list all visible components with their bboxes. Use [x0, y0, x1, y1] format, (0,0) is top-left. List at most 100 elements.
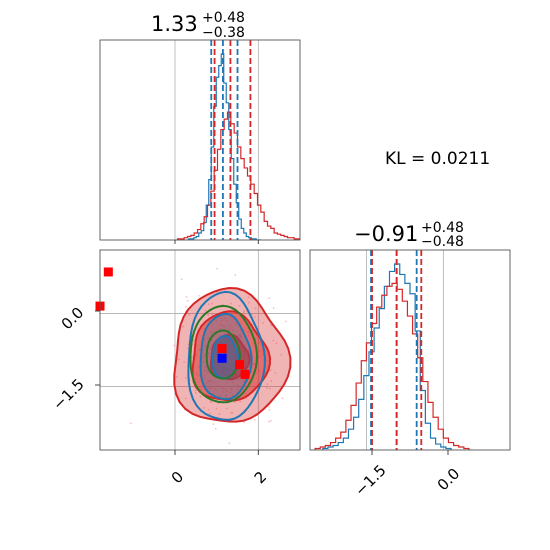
- scatter-point: [183, 361, 186, 363]
- scatter-point: [211, 313, 214, 316]
- marginal-y-title: −0.91: [354, 222, 418, 246]
- scatter-point: [184, 397, 187, 400]
- scatter-point: [280, 353, 283, 356]
- scatter-point: [268, 408, 271, 411]
- scatter-point: [199, 395, 202, 398]
- scatter-point: [234, 274, 237, 276]
- marker-point: [217, 344, 227, 354]
- marker-point: [217, 353, 227, 363]
- scatter-point: [185, 295, 188, 298]
- scatter-point: [173, 344, 176, 347]
- scatter-point: [214, 427, 217, 430]
- marginal-y-frame: [309, 249, 511, 451]
- scatter-point: [175, 375, 178, 378]
- scatter-point: [254, 307, 257, 310]
- marginal-x-quantile-lines: [210, 40, 252, 240]
- scatter-point: [266, 383, 269, 385]
- joint-x-tick-label: 2: [251, 468, 270, 487]
- scatter-point: [178, 358, 180, 361]
- scatter-point: [194, 391, 197, 394]
- scatter-point: [269, 369, 272, 372]
- scatter-point: [226, 407, 228, 410]
- marker-point: [103, 267, 113, 277]
- scatter-point: [233, 401, 235, 403]
- scatter-point: [275, 342, 278, 345]
- scatter-point: [191, 356, 194, 359]
- scatter-point: [243, 421, 246, 424]
- marginal-y-title-upper: +0.48: [421, 220, 464, 236]
- scatter-point: [268, 387, 271, 390]
- marginal-x-histograms: [176, 53, 300, 240]
- histogram-series: [176, 111, 300, 240]
- scatter-point: [182, 325, 184, 328]
- contour-level: [187, 290, 266, 421]
- scatter-point: [204, 309, 207, 312]
- scatter-point: [262, 322, 265, 324]
- scatter-point: [194, 389, 197, 392]
- scatter-point: [198, 294, 200, 297]
- marginal-y-title-lower: −0.48: [421, 234, 464, 250]
- scatter-point: [266, 386, 268, 389]
- marginal-x-grid: [174, 40, 259, 240]
- scatter-point: [185, 305, 187, 308]
- marker-point: [235, 360, 245, 370]
- marginal-y-quantile-lines: [370, 250, 423, 450]
- marginal-x-title-upper: +0.48: [202, 10, 245, 26]
- joint-y-tick-label: 0.0: [58, 304, 88, 334]
- scatter-point: [230, 412, 233, 414]
- scatter-point: [215, 407, 218, 410]
- scatter-point: [247, 301, 250, 304]
- scatter-point: [272, 307, 275, 310]
- scatter-point: [250, 313, 253, 316]
- scatter-point: [243, 310, 245, 313]
- scatter-point: [207, 303, 210, 306]
- marginal-x-title-lower: −0.38: [202, 25, 245, 41]
- scatter-point: [253, 316, 256, 318]
- scatter-point: [185, 376, 187, 379]
- joint-panel: 0 2 0.0 −1.5: [49, 249, 320, 487]
- scatter-point: [239, 400, 242, 403]
- scatter-point: [272, 339, 275, 342]
- scatter-point: [216, 267, 219, 270]
- marginal-x-frame: [99, 39, 301, 241]
- scatter-point: [301, 362, 303, 364]
- scatter-point: [206, 313, 209, 315]
- scatter-point: [188, 313, 190, 316]
- scatter-point: [166, 451, 168, 453]
- joint-y-tick-label: −1.5: [49, 375, 87, 413]
- marker-point: [240, 369, 250, 379]
- scatter-point: [211, 302, 213, 305]
- scatter-point: [202, 407, 205, 409]
- scatter-point: [238, 304, 241, 307]
- scatter-point: [212, 423, 215, 426]
- scatter-point: [247, 296, 250, 299]
- scatter-point: [281, 397, 284, 400]
- scatter-point: [268, 297, 271, 300]
- marginal-y-histograms: [314, 263, 470, 450]
- scatter-point: [270, 380, 273, 383]
- kl-divergence-label: KL = 0.0211: [385, 149, 490, 169]
- contour-level: [189, 304, 259, 404]
- marginal-y-tick-label: 0.0: [434, 465, 464, 495]
- scatter-point: [318, 346, 320, 348]
- scatter-point: [210, 401, 213, 404]
- scatter-point: [186, 299, 189, 302]
- scatter-point: [268, 420, 271, 423]
- scatter-point: [230, 302, 232, 305]
- histogram-series: [314, 282, 470, 450]
- marginal-x-panel: 1.33 +0.48 −0.38: [99, 10, 301, 244]
- scatter-point: [223, 466, 225, 468]
- scatter-point: [180, 278, 183, 281]
- scatter-point: [228, 442, 231, 445]
- scatter-point: [218, 413, 221, 415]
- joint-frame: [99, 249, 301, 451]
- marginal-y-panel: −1.5 0.0 −0.91 +0.48 −0.48: [309, 220, 511, 500]
- joint-x-tick-label: 0: [168, 468, 187, 487]
- scatter-point: [284, 320, 287, 323]
- contour-level: [205, 329, 242, 380]
- marginal-y-tick-label: −1.5: [351, 461, 389, 499]
- scatter-point: [274, 371, 277, 374]
- scatter-point: [269, 419, 272, 422]
- joint-contours: [173, 286, 292, 423]
